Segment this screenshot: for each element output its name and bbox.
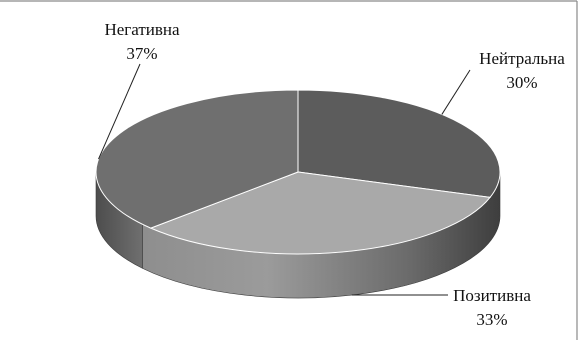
label-negative-name: Негативна <box>104 20 180 39</box>
label-positive-name: Позитивна <box>453 286 531 305</box>
pie-slice-negative <box>95 89 299 229</box>
label-neutral-name: Нейтральна <box>479 49 565 68</box>
pie-slice-positive <box>149 171 492 255</box>
label-negative-value: 37% <box>126 44 157 63</box>
label-positive-value: 33% <box>476 310 507 329</box>
pie-slice-neutral <box>297 89 501 198</box>
leader-line-neutral <box>441 69 471 115</box>
leader-line-negative <box>98 63 141 160</box>
label-neutral-value: 30% <box>506 73 537 92</box>
